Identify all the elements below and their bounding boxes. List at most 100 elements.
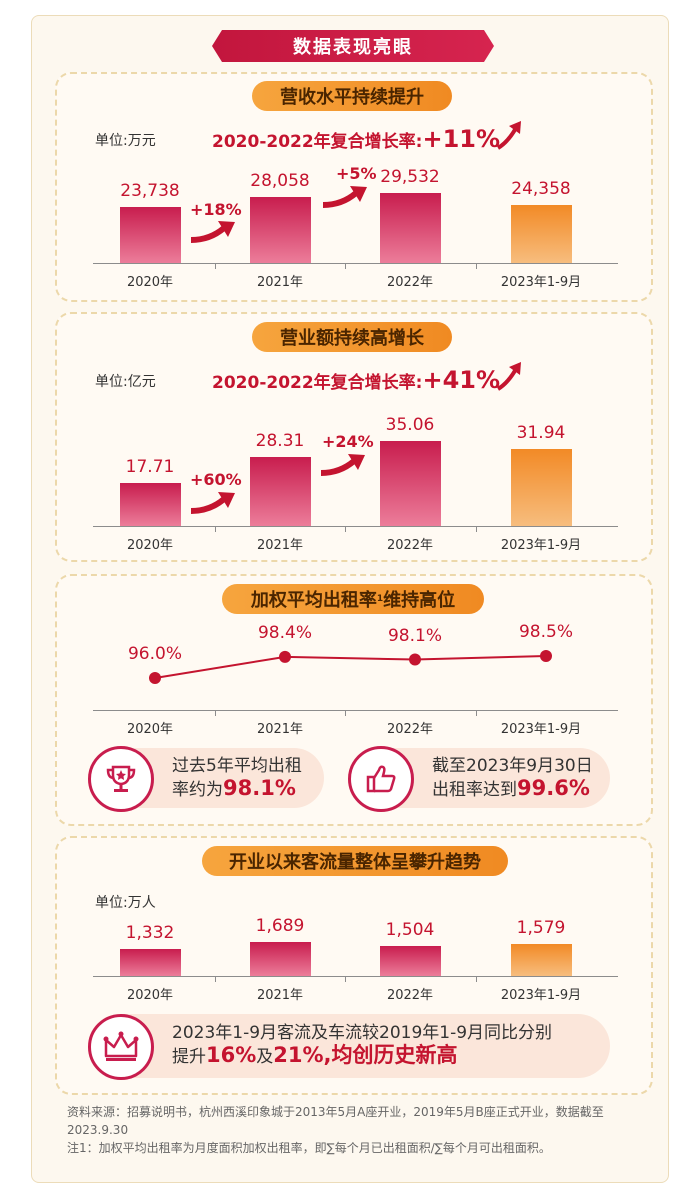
revenue-bar-value: 23,738 — [120, 180, 180, 201]
occupancy-point-label: 98.4% — [257, 622, 312, 643]
sales-bar-value: 28.31 — [255, 431, 305, 452]
sales-tick — [476, 526, 477, 532]
revenue-bar-value: 28,058 — [250, 170, 310, 191]
traffic-card-mid: 及 — [256, 1047, 274, 1067]
revenue-x-label: 2021年 — [256, 275, 304, 290]
traffic-bar — [380, 945, 441, 976]
revenue-bar — [511, 205, 572, 263]
traffic-card: 2023年1-9月客流及车流较2019年1-9月同比分别 提升16%及21%,均… — [88, 1014, 610, 1080]
occupancy-point — [409, 653, 421, 666]
occupancy-point-label: 98.1% — [387, 625, 442, 646]
revenue-cagr-label: 2020-2022年复合增长率: — [212, 132, 423, 152]
sales-growth-1-arrow-icon — [190, 492, 235, 514]
occupancy-point-label: 98.5% — [518, 622, 573, 642]
revenue-bar — [120, 206, 181, 263]
occupancy-series-line — [154, 655, 547, 679]
sales-growth-1: +60% — [190, 470, 242, 489]
occupancy-card-current-text: 截至2023年9月30日 出租率达到99.6% — [432, 755, 593, 801]
traffic-bar-value: 1,332 — [125, 923, 175, 944]
revenue-title: 营收水平持续提升 — [252, 81, 452, 111]
occupancy-point — [149, 672, 161, 684]
revenue-tick — [476, 263, 477, 269]
occupancy-card-current-value: 99.6% — [517, 776, 590, 800]
sales-x-label: 2021年 — [256, 538, 304, 553]
trophy-icon — [88, 746, 154, 812]
traffic-card-value-1: 16% — [206, 1043, 257, 1067]
sales-cagr-value: +41% — [422, 366, 501, 394]
traffic-unit: 单位:万人 — [95, 895, 156, 911]
occupancy-tick — [476, 710, 477, 716]
occupancy-baseline — [93, 710, 618, 711]
sales-growth-2-arrow-icon — [320, 454, 365, 476]
sales-x-label: 2022年 — [386, 538, 434, 553]
traffic-card-tail: ,均创历史新高 — [323, 1043, 458, 1067]
revenue-tick — [215, 263, 216, 269]
occupancy-point-label: 96.0% — [127, 644, 182, 664]
revenue-cagr-value: +11% — [422, 125, 501, 153]
sales-unit: 单位:亿元 — [95, 374, 156, 390]
thumbs-up-icon — [348, 746, 414, 812]
occupancy-title-main: 加权平均出租率 — [250, 590, 377, 611]
occupancy-x-label: 2020年 — [126, 722, 174, 737]
revenue-x-label: 2020年 — [126, 275, 174, 290]
sales-baseline — [93, 526, 618, 527]
revenue-unit: 单位:万元 — [95, 133, 156, 149]
sales-cagr-arrow-icon — [496, 362, 521, 391]
occupancy-card-average-line1: 过去5年平均出租 — [172, 756, 302, 776]
crown-icon — [88, 1014, 154, 1080]
traffic-tick — [345, 976, 346, 982]
occupancy-x-label: 2022年 — [386, 722, 434, 737]
sales-bar-value: 31.94 — [516, 422, 566, 443]
sales-tick — [215, 526, 216, 532]
sales-bar-value: 17.71 — [125, 457, 175, 478]
footnote: 资料来源：招募说明书，杭州西溪印象城于2013年5月A座开业，2019年5月B座… — [67, 1103, 637, 1157]
sales-bar — [250, 457, 311, 526]
occupancy-card-current-prefix: 出租率达到 — [432, 780, 517, 800]
sales-bar — [380, 441, 441, 526]
occupancy-point — [279, 650, 291, 663]
traffic-tick — [476, 976, 477, 982]
revenue-growth-1-arrow-icon — [190, 221, 235, 243]
revenue-baseline — [93, 263, 618, 264]
revenue-growth-2: +5% — [336, 164, 377, 183]
revenue-cagr-arrow-icon — [496, 121, 521, 150]
traffic-bar-value: 1,689 — [255, 916, 305, 936]
occupancy-x-label: 2023年1-9月 — [500, 722, 582, 737]
occupancy-card-average-prefix: 率约为 — [172, 780, 223, 800]
occupancy-title: 加权平均出租率 1 维持高位 — [222, 584, 484, 614]
traffic-bar-value: 1,579 — [516, 918, 566, 939]
occupancy-card-average: 过去5年平均出租 率约为98.1% — [88, 746, 324, 812]
occupancy-card-current-line1: 截至2023年9月30日 — [432, 756, 593, 776]
revenue-bar — [250, 196, 311, 263]
sales-bar-value: 35.06 — [385, 415, 435, 436]
revenue-growth-2-arrow-icon — [322, 186, 367, 208]
traffic-tick — [215, 976, 216, 982]
traffic-x-label: 2020年 — [126, 988, 174, 1003]
sales-growth-2: +24% — [322, 432, 374, 451]
page-title: 数据表现亮眼 — [212, 30, 494, 62]
sales-tick — [345, 526, 346, 532]
sales-title: 营业额持续高增长 — [252, 322, 452, 352]
occupancy-card-average-value: 98.1% — [223, 776, 296, 800]
sales-cagr-label: 2020-2022年复合增长率: — [212, 373, 423, 393]
occupancy-tick — [345, 710, 346, 716]
occupancy-card-current: 截至2023年9月30日 出租率达到99.6% — [348, 746, 610, 812]
revenue-cagr: 2020-2022年复合增长率:+11% — [212, 125, 500, 153]
revenue-growth-1: +18% — [190, 200, 242, 219]
occupancy-card-average-text: 过去5年平均出租 率约为98.1% — [172, 755, 302, 801]
traffic-x-label: 2021年 — [256, 988, 304, 1003]
occupancy-title-tail: 维持高位 — [383, 590, 456, 611]
occupancy-x-label: 2021年 — [256, 722, 304, 737]
traffic-bar — [250, 942, 311, 976]
sales-bar — [511, 448, 572, 526]
revenue-x-label: 2022年 — [386, 275, 434, 290]
traffic-x-label: 2022年 — [386, 988, 434, 1003]
footnote-note: 注1：加权平均出租率为月度面积加权出租率，即∑每个月已出租面积/∑每个月可出租面… — [67, 1141, 551, 1155]
occupancy-tick — [215, 710, 216, 716]
occupancy-point — [540, 650, 552, 662]
sales-x-label: 2023年1-9月 — [500, 538, 582, 553]
sales-cagr: 2020-2022年复合增长率:+41% — [212, 366, 500, 394]
sales-bar — [120, 483, 181, 526]
traffic-bar — [511, 944, 572, 976]
